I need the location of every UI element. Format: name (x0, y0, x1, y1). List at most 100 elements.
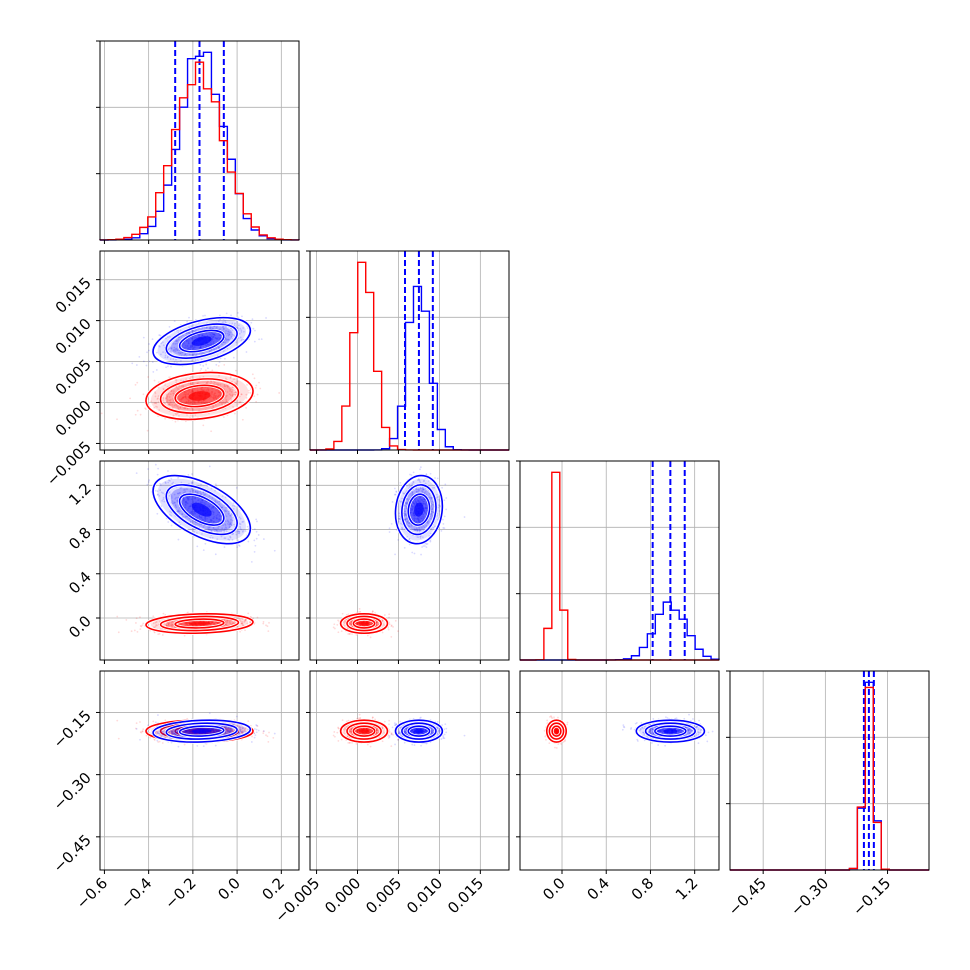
sample-point (262, 730, 265, 733)
sample-point (183, 391, 186, 394)
sample-point (255, 384, 258, 387)
sample-point (215, 397, 218, 400)
sample-point (158, 632, 161, 635)
sample-point (258, 381, 260, 384)
sample-point (157, 397, 159, 400)
sample-point (236, 380, 239, 383)
sample-point (154, 392, 157, 395)
sample-point (200, 388, 203, 391)
sample-point (442, 527, 445, 529)
sample-point (336, 623, 339, 626)
sample-point (180, 379, 182, 382)
sample-point (135, 472, 138, 475)
sample-point (197, 401, 200, 403)
sample-point (217, 390, 220, 393)
sample-point (218, 361, 221, 364)
sample-point (154, 463, 157, 466)
sample-point (177, 538, 180, 541)
sample-point (184, 395, 187, 398)
histogram-line (99, 61, 300, 241)
sample-point (208, 396, 211, 399)
sample-point (268, 731, 270, 734)
sample-point (151, 338, 154, 341)
scatter-panel (306, 460, 510, 664)
sample-point (213, 398, 215, 400)
sample-point (247, 391, 250, 394)
sample-point (181, 396, 184, 399)
sample-point (223, 385, 226, 388)
sample-point (223, 416, 225, 419)
histogram-line (520, 471, 719, 661)
sample-point (223, 546, 226, 548)
sample-point (237, 544, 240, 547)
sample-point (205, 382, 208, 384)
sample-point (172, 392, 175, 395)
sample-point (157, 395, 160, 397)
sample-point (219, 383, 222, 386)
sample-point (180, 400, 183, 403)
sample-point (218, 394, 220, 397)
sample-point (245, 406, 248, 409)
sample-point (162, 612, 165, 615)
sample-point (358, 608, 361, 610)
sample-point (204, 314, 206, 317)
sample-point (178, 414, 180, 417)
sample-point (200, 367, 203, 370)
sample-point (239, 630, 241, 633)
sample-point (241, 315, 243, 318)
sample-point (246, 525, 249, 528)
sample-point (256, 393, 259, 396)
sample-point (167, 470, 169, 472)
sample-point (187, 400, 190, 403)
sample-point (171, 406, 174, 409)
sample-point (196, 545, 199, 548)
sample-point (153, 631, 156, 634)
sample-point (262, 732, 265, 735)
sample-point (196, 382, 199, 385)
sample-point (347, 633, 350, 635)
sample-point (207, 390, 210, 393)
sample-point (147, 724, 149, 727)
sample-point (186, 402, 188, 405)
sample-point (117, 737, 120, 740)
sample-point (182, 395, 185, 398)
sample-point (214, 483, 217, 486)
sample-point (191, 408, 194, 411)
sample-point (176, 405, 179, 408)
sample-point (139, 616, 141, 619)
y-tick-label: 0.010 (52, 315, 95, 358)
sample-point (147, 468, 149, 470)
sample-point (162, 387, 165, 390)
sample-point (219, 395, 222, 398)
sample-point (168, 402, 171, 405)
sample-point (187, 402, 190, 405)
sample-point (255, 537, 258, 540)
sample-point (116, 418, 118, 421)
sample-point (155, 402, 158, 405)
sample-point (148, 479, 151, 482)
histogram-panel (516, 460, 720, 664)
sample-point (155, 369, 158, 371)
sample-point (169, 403, 171, 406)
panel-frame (309, 250, 510, 451)
sample-point (434, 477, 436, 479)
sample-point (251, 735, 253, 738)
sample-point (154, 731, 157, 734)
sample-point (233, 412, 236, 415)
sample-point (175, 379, 178, 382)
sample-point (202, 314, 204, 317)
sample-point (207, 367, 209, 370)
sample-point (443, 515, 446, 518)
sample-point (210, 380, 213, 383)
sample-point (211, 393, 213, 396)
sample-point (388, 616, 390, 619)
sample-point (188, 316, 190, 319)
sample-point (202, 424, 205, 427)
sample-point (153, 402, 156, 405)
sample-point (225, 398, 228, 401)
sample-point (199, 363, 202, 366)
sample-point (387, 628, 390, 631)
sample-point (201, 389, 204, 392)
sample-point (134, 383, 137, 386)
sample-point (247, 720, 250, 723)
